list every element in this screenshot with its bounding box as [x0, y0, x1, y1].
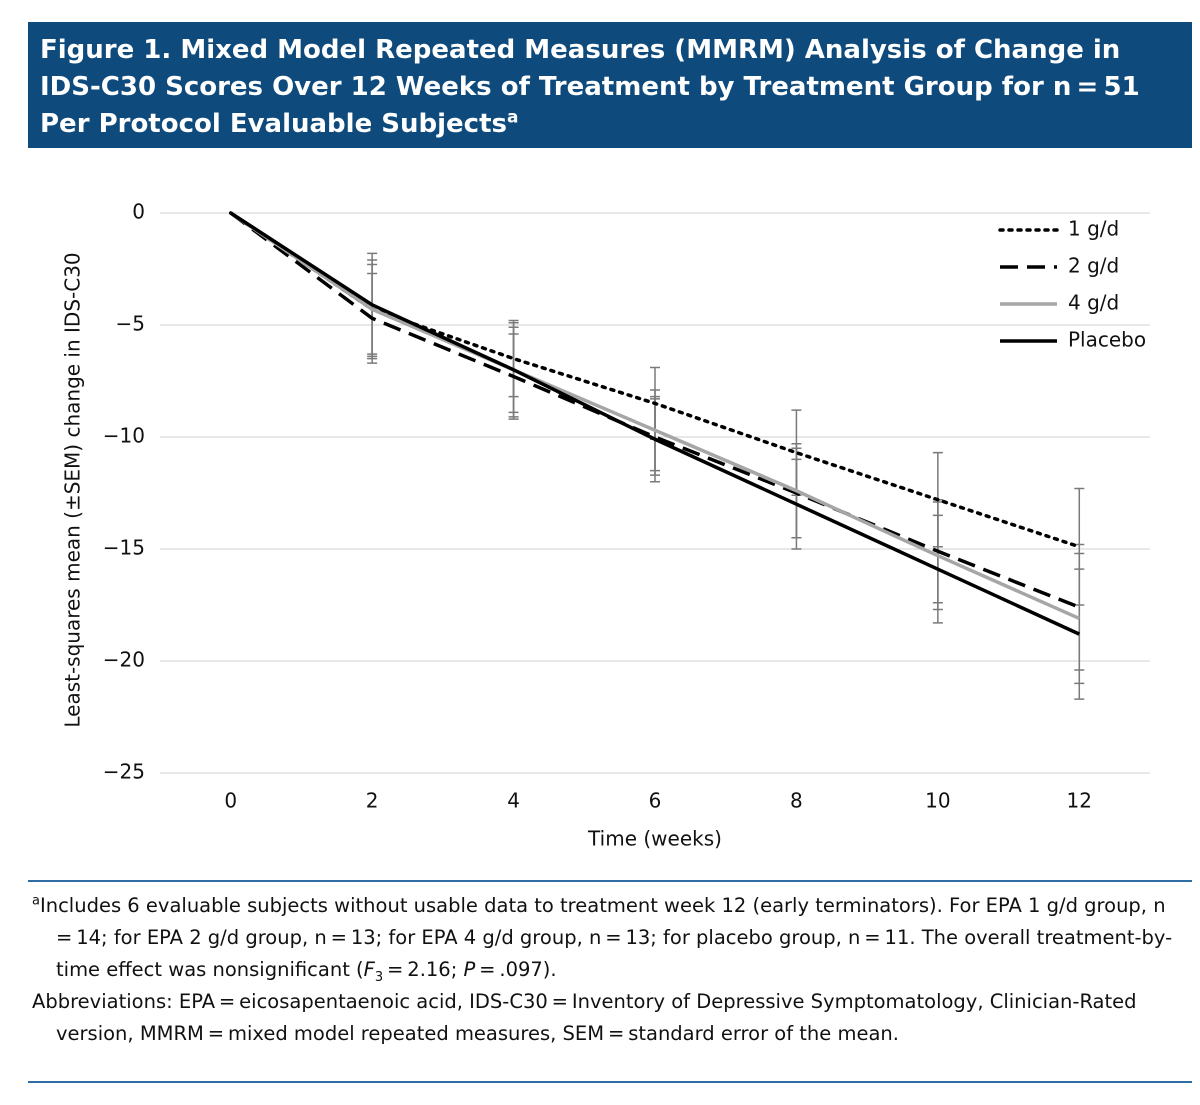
y-tick-label: −25: [103, 760, 145, 784]
footnote-text: P: [463, 958, 476, 981]
footnote-text: Includes 6 evaluable subjects without us…: [39, 894, 1173, 981]
error-bar: [1074, 568, 1085, 700]
footnotes: aIncludes 6 evaluable subjects without u…: [28, 880, 1192, 1083]
footnote-text: = 2.16;: [383, 958, 464, 981]
y-axis-label: Least-squares mean (±SEM) change in IDS-…: [61, 252, 85, 727]
x-tick-label: 6: [649, 789, 662, 813]
chart: Time (weeks) Least-squares mean (±SEM) c…: [61, 200, 1150, 851]
series-line: [229, 211, 1081, 636]
x-tick-label: 8: [790, 789, 803, 813]
legend-label: 1 g/d: [1068, 217, 1119, 241]
x-tick-label: 0: [224, 789, 237, 813]
abbreviations: Abbreviations: EPA = eicosapentaenoic ac…: [32, 990, 1137, 1045]
legend-label: 4 g/d: [1068, 291, 1119, 315]
series-line: [229, 211, 1080, 609]
x-tick-label: 10: [925, 789, 950, 813]
footnote-marker: a: [32, 893, 40, 909]
y-tick-label: −10: [103, 424, 145, 448]
y-tick-label: 0: [132, 200, 145, 224]
footnote-text: F: [363, 958, 375, 981]
figure-title: Figure 1. Mixed Model Repeated Measures …: [40, 35, 1140, 139]
title-superscript: a: [506, 107, 519, 128]
footnote-text: = .097).: [475, 958, 557, 981]
y-tick-label: −20: [103, 648, 145, 672]
legend-label: Placebo: [1068, 328, 1146, 352]
y-tick-label: −15: [103, 536, 145, 560]
legend-label: 2 g/d: [1068, 254, 1119, 278]
x-tick-label: 4: [507, 789, 520, 813]
y-tick-label: −5: [116, 312, 145, 336]
x-tick-label: 2: [366, 789, 379, 813]
footnote-a: aIncludes 6 evaluable subjects without u…: [32, 890, 1188, 986]
figure-header: Figure 1. Mixed Model Repeated Measures …: [28, 22, 1192, 148]
x-tick-label: 12: [1067, 789, 1092, 813]
x-axis-label: Time (weeks): [587, 827, 722, 851]
series-line: [229, 211, 1080, 621]
footnote-text: 3: [374, 969, 384, 985]
